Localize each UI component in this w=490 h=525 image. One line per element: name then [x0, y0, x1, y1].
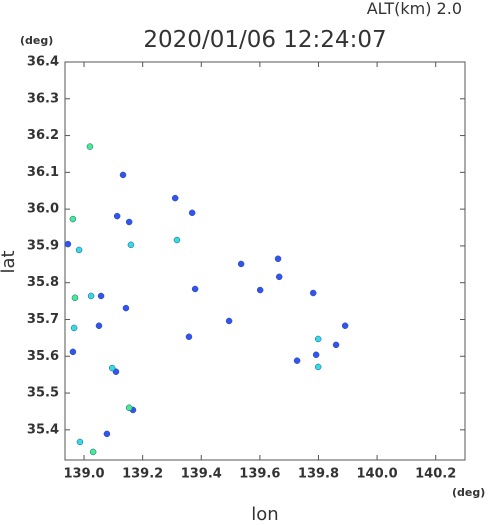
echo-point [125, 218, 133, 226]
echo-point [108, 364, 116, 372]
echo-point [171, 194, 179, 202]
echo-point [103, 430, 111, 438]
echo-point [225, 317, 233, 325]
echo-point [275, 273, 283, 281]
x-tick-label: 139.2 [122, 467, 163, 482]
echo-point [237, 260, 245, 268]
echo-point [127, 241, 135, 249]
y-axis-label: lat [0, 250, 19, 273]
chart-title: 2020/01/06 12:24:07 [143, 27, 386, 53]
echo-point [95, 322, 103, 329]
echo-point [125, 404, 133, 412]
echo-point [70, 324, 78, 332]
y-tick-label: 35.8 [27, 275, 59, 290]
x-tick-label: 139.0 [63, 467, 104, 482]
y-tick-label: 36.2 [27, 128, 59, 143]
x-unit: (deg) [452, 486, 485, 499]
x-axis-label: lon [251, 504, 278, 521]
echo-point [97, 292, 105, 300]
echo-point [293, 357, 301, 364]
echo-point [256, 286, 264, 294]
echo-point [86, 143, 94, 150]
echo-point [122, 304, 130, 312]
echo-point [191, 285, 199, 293]
echo-point [89, 448, 97, 456]
echo-point [314, 335, 322, 343]
echo-point [341, 322, 349, 329]
echo-point [69, 215, 77, 223]
y-tick-label: 35.9 [27, 238, 59, 253]
echo-point [69, 348, 77, 356]
y-tick-label: 35.4 [27, 422, 59, 437]
y-tick-label: 36.3 [27, 91, 59, 106]
echo-point [314, 363, 322, 371]
plot-frame [64, 61, 466, 461]
x-tick-label: 139.6 [239, 467, 280, 482]
y-tick-label: 36.1 [27, 165, 59, 180]
echo-point [71, 294, 79, 302]
echo-point [87, 292, 95, 300]
echo-point [188, 209, 196, 217]
x-tick-label: 140.2 [415, 467, 456, 482]
echo-point [113, 212, 121, 220]
y-tick-label: 35.7 [27, 312, 59, 327]
y-tick-label: 36.4 [27, 55, 59, 70]
echo-point [64, 240, 72, 248]
echo-point [173, 236, 181, 244]
y-unit: (deg) [20, 34, 53, 47]
echo-point [309, 289, 317, 297]
echo-point [75, 246, 83, 254]
x-tick-label: 140.0 [357, 467, 398, 482]
y-tick-label: 35.5 [27, 386, 59, 401]
echo-point [76, 438, 84, 446]
x-tick-label: 139.4 [181, 467, 222, 482]
echo-point [274, 255, 282, 263]
x-tick-label: 139.8 [298, 467, 339, 482]
altitude-label: ALT(km) 2.0 [367, 0, 462, 18]
y-tick-label: 35.6 [27, 349, 59, 364]
echo-point [185, 333, 193, 341]
echo-point [312, 351, 320, 359]
echo-point [119, 171, 127, 179]
echo-point [332, 341, 340, 349]
y-tick-label: 36.0 [27, 202, 59, 217]
